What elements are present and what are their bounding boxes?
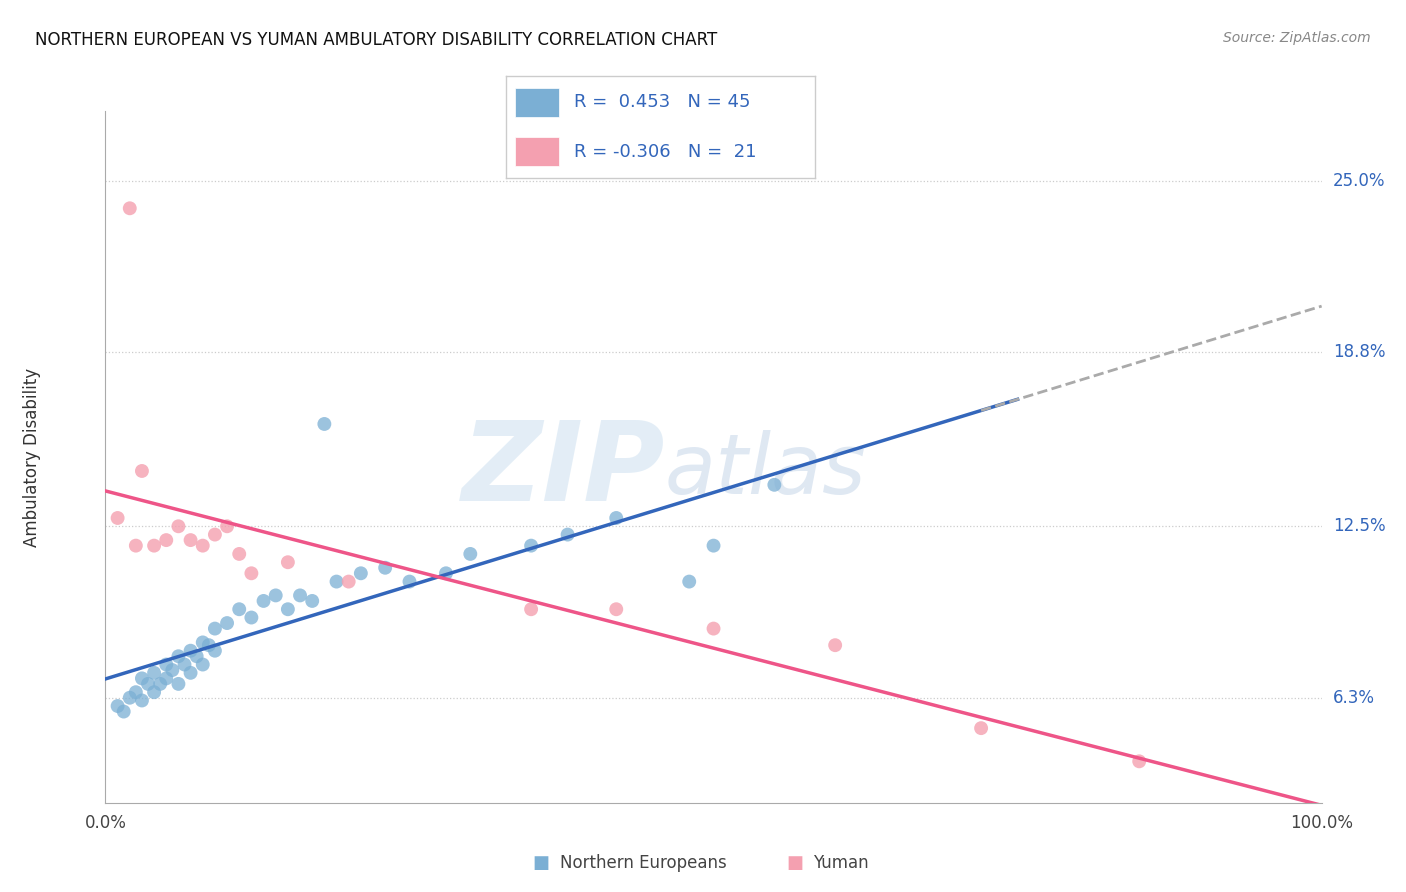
Point — [107, 699, 129, 714]
Point — [824, 638, 846, 652]
Point — [180, 665, 202, 680]
Text: Yuman: Yuman — [813, 854, 869, 871]
Text: 18.8%: 18.8% — [1333, 343, 1385, 361]
Point — [277, 555, 299, 569]
Point — [374, 561, 396, 575]
Point — [277, 602, 299, 616]
Text: 25.0%: 25.0% — [1333, 171, 1385, 190]
Point — [198, 638, 221, 652]
Text: Northern Europeans: Northern Europeans — [560, 854, 727, 871]
Text: Source: ZipAtlas.com: Source: ZipAtlas.com — [1223, 31, 1371, 45]
Text: R = -0.306   N =  21: R = -0.306 N = 21 — [574, 143, 756, 161]
Point — [217, 519, 239, 533]
Point — [763, 478, 786, 492]
Point — [228, 602, 250, 616]
FancyBboxPatch shape — [516, 88, 558, 117]
Point — [204, 527, 226, 541]
Point — [702, 539, 725, 553]
Point — [118, 202, 141, 216]
Point — [264, 589, 287, 603]
Point — [136, 677, 159, 691]
Text: ZIP: ZIP — [461, 417, 665, 524]
Point — [155, 657, 177, 672]
Point — [325, 574, 347, 589]
Point — [520, 539, 543, 553]
Point — [252, 594, 274, 608]
Point — [605, 511, 627, 525]
Text: R =  0.453   N = 45: R = 0.453 N = 45 — [574, 94, 751, 112]
Point — [125, 685, 148, 699]
FancyBboxPatch shape — [516, 137, 558, 166]
Point — [167, 677, 190, 691]
Text: ■: ■ — [786, 854, 803, 871]
Point — [702, 622, 725, 636]
Point — [301, 594, 323, 608]
Point — [131, 464, 153, 478]
Point — [204, 622, 226, 636]
Point — [191, 657, 214, 672]
Point — [228, 547, 250, 561]
Point — [173, 657, 195, 672]
Text: Ambulatory Disability: Ambulatory Disability — [24, 368, 42, 547]
Point — [191, 635, 214, 649]
Point — [191, 539, 214, 553]
Text: 6.3%: 6.3% — [1333, 689, 1375, 706]
Point — [204, 644, 226, 658]
Point — [155, 671, 177, 685]
Point — [143, 539, 166, 553]
Point — [167, 519, 190, 533]
Point — [118, 690, 141, 705]
Point — [162, 663, 184, 677]
Point — [143, 685, 166, 699]
Point — [180, 533, 202, 548]
Point — [180, 644, 202, 658]
Point — [131, 671, 153, 685]
Point — [605, 602, 627, 616]
Text: ■: ■ — [533, 854, 550, 871]
Point — [314, 417, 336, 431]
Point — [458, 547, 481, 561]
Text: 12.5%: 12.5% — [1333, 517, 1385, 535]
Point — [186, 649, 208, 664]
Point — [167, 649, 190, 664]
Point — [143, 665, 166, 680]
Point — [337, 574, 360, 589]
Point — [240, 610, 263, 624]
Text: NORTHERN EUROPEAN VS YUMAN AMBULATORY DISABILITY CORRELATION CHART: NORTHERN EUROPEAN VS YUMAN AMBULATORY DI… — [35, 31, 717, 49]
Point — [1128, 755, 1150, 769]
Point — [350, 566, 373, 581]
Point — [149, 677, 172, 691]
Point — [125, 539, 148, 553]
Point — [520, 602, 543, 616]
Point — [240, 566, 263, 581]
Text: atlas: atlas — [665, 431, 866, 511]
Point — [131, 693, 153, 707]
Point — [678, 574, 700, 589]
Point — [112, 705, 135, 719]
Point — [217, 615, 239, 630]
Point — [970, 721, 993, 735]
Point — [288, 589, 311, 603]
Point — [398, 574, 420, 589]
Point — [155, 533, 177, 548]
Point — [434, 566, 457, 581]
Point — [557, 527, 579, 541]
Point — [107, 511, 129, 525]
